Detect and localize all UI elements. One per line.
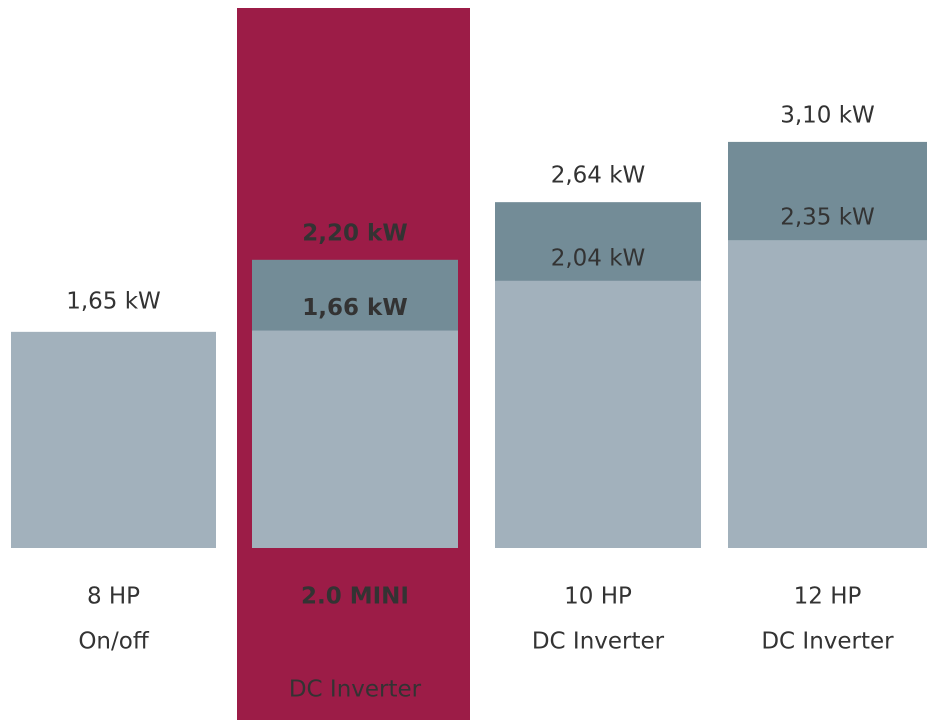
subcategory-label: DC Inverter [532, 629, 665, 655]
category-label: 10 HP [564, 584, 632, 610]
value-label: 2,35 kW [780, 205, 875, 231]
value-label: 2,64 kW [551, 163, 646, 189]
category-label: 2.0 MINI [301, 584, 409, 610]
value-label: 2,20 kW [302, 220, 407, 246]
value-label: 3,10 kW [780, 102, 875, 128]
bar-lower [252, 330, 458, 548]
bar-lower [11, 331, 216, 548]
subcategory-label: DC Inverter [289, 677, 422, 703]
value-label: 2,04 kW [551, 245, 646, 271]
value-label: 1,66 kW [302, 295, 407, 321]
subcategory-label: On/off [78, 629, 150, 655]
bar-lower [728, 240, 927, 548]
category-label: 8 HP [87, 584, 140, 610]
value-label: 1,65 kW [66, 288, 161, 314]
category-label: 12 HP [794, 584, 862, 610]
subcategory-label: DC Inverter [761, 629, 894, 655]
bar-lower [495, 280, 701, 548]
